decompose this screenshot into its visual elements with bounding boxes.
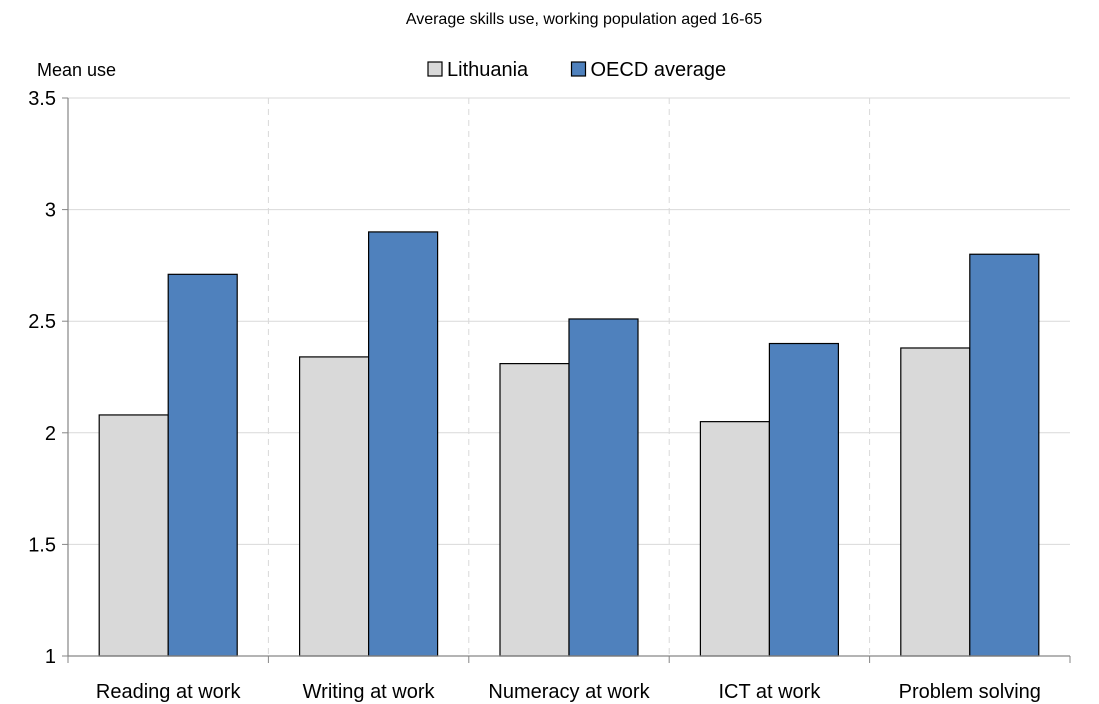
x-category-label: ICT at work [718,681,821,703]
legend-swatch [427,61,443,77]
bar-oecd-average [568,318,639,657]
bar-oecd-average [768,342,840,657]
bar-lithuania [299,356,370,657]
y-tick-label: 2 [45,423,56,445]
legend: Lithuania OECD average [427,59,727,81]
bar-oecd-average [167,273,238,657]
bar-lithuania [699,421,771,657]
legend-label: Lithuania [447,59,529,81]
y-tick-label: 1 [45,646,56,668]
legend-swatch [570,61,587,77]
axes [62,97,1071,663]
bar-oecd-average [969,253,1040,657]
y-tick-label: 2.5 [28,311,56,333]
x-category-label: Numeracy at work [488,681,650,703]
y-tick-label: 3 [45,200,56,222]
y-tick-label: 3.5 [28,88,56,110]
tick-labels: 1 1.5 2 2.5 3 3.5 Reading at work Writing at wo… [28,88,1041,703]
bar-lithuania [900,347,971,657]
x-category-label: Reading at work [96,681,242,703]
bar-lithuania [499,363,570,657]
chart-title: Average skills use, working population a… [406,11,762,28]
x-category-label: Problem solving [899,681,1041,703]
x-category-label: Writing at work [303,681,436,703]
bar-lithuania [98,414,169,657]
y-axis-label: Mean use [37,60,116,80]
bar-oecd-average [368,231,439,657]
legend-label: OECD average [591,59,727,81]
y-tick-label: 1.5 [28,534,56,556]
bars [98,231,1040,657]
